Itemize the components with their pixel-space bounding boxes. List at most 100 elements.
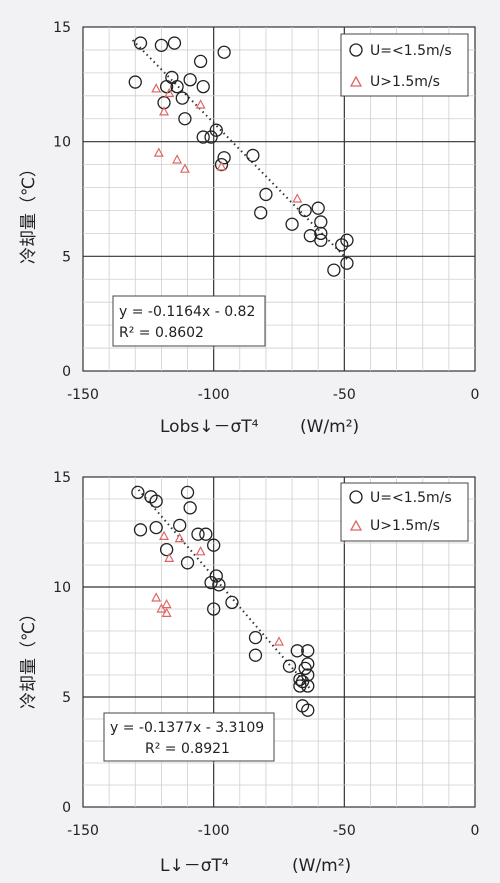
data-point-triangle <box>274 636 284 646</box>
data-point-circle <box>167 36 182 50</box>
data-point-triangle <box>174 532 185 543</box>
legend: U=<1.5m/s U>1.5m/s <box>340 482 469 542</box>
data-point-circle <box>170 79 184 94</box>
y-tick-label: 5 <box>62 690 71 706</box>
data-point-circle <box>196 130 210 144</box>
data-point-circle <box>254 206 268 220</box>
equation-text: y = -0.1377x - 3.3109 <box>110 720 264 736</box>
y-tick-labels: 0 5 10 15 <box>53 470 71 816</box>
legend-label-triangle: U>1.5m/s <box>370 74 440 90</box>
legend-triangle-icon <box>349 75 363 87</box>
data-point-circle <box>133 36 148 50</box>
r-squared-text: R² = 0.8921 <box>145 741 230 757</box>
data-point-circle <box>193 54 208 69</box>
data-point-circle <box>178 112 192 126</box>
x-tick-label: -50 <box>333 387 356 403</box>
legend-box <box>340 482 469 542</box>
legend: U=<1.5m/s U>1.5m/s <box>340 33 469 97</box>
data-point-triangle <box>161 598 172 609</box>
equation-text: y = -0.1164x - 0.82 <box>119 304 255 320</box>
data-point-triangle <box>164 552 175 562</box>
data-point-circle <box>214 157 229 172</box>
x-tick-label: -100 <box>198 823 230 839</box>
data-point-circle <box>209 123 223 137</box>
y-tick-label: 15 <box>53 20 71 36</box>
points <box>128 36 354 277</box>
data-point-circle <box>133 523 148 537</box>
data-point-triangle <box>172 154 183 164</box>
y-axis-title: 冷却量（℃） <box>19 160 39 264</box>
data-point-circle <box>157 96 171 110</box>
data-point-triangle <box>151 83 162 93</box>
data-point-triangle <box>195 99 206 109</box>
chart-cooling-vs-l: 0 5 10 15 -150 -100 -50 0 U=<1.5m/s U>1.5m/s y… <box>19 470 479 876</box>
data-point-triangle <box>161 607 172 617</box>
x-axis-title: Lobs↓－σT⁴ <box>160 417 259 437</box>
data-point-triangle <box>159 106 170 116</box>
data-point-circle <box>131 485 145 500</box>
y-tick-label: 0 <box>62 364 71 380</box>
x-axis-unit: (W/m²) <box>300 417 359 437</box>
data-point-circle <box>298 203 312 218</box>
equation-box: y = -0.1377x - 3.3109 R² = 0.8921 <box>103 712 275 762</box>
x-axis-title: L↓－σT⁴ <box>160 856 229 876</box>
x-tick-labels: -150 -100 -50 0 <box>67 387 479 403</box>
data-point-circle <box>159 542 174 557</box>
r-squared-text: R² = 0.8602 <box>119 325 204 341</box>
equation-box-frame <box>103 712 275 762</box>
data-point-circle <box>301 644 315 658</box>
data-point-circle <box>149 494 163 508</box>
data-point-circle <box>282 659 297 673</box>
equation-box: y = -0.1164x - 0.82 R² = 0.8602 <box>112 295 266 347</box>
data-point-circle <box>196 79 210 94</box>
data-point-circle <box>183 501 197 515</box>
data-point-circle <box>154 38 169 52</box>
y-tick-label: 10 <box>53 135 71 151</box>
data-point-circle <box>149 520 163 535</box>
data-point-circle <box>285 217 299 231</box>
data-point-circle <box>248 630 263 645</box>
x-tick-label: 0 <box>471 387 480 403</box>
chart-cooling-vs-lobs: 0 5 10 15 -150 -100 -50 0 U=<1.5m/s U>1.5m/s y… <box>19 20 479 437</box>
data-point-circle <box>199 527 213 541</box>
data-point-circle <box>301 668 315 682</box>
data-point-circle <box>259 187 273 202</box>
data-point-circle <box>293 672 307 687</box>
y-axis-title: 冷却量（℃） <box>19 605 39 709</box>
grid <box>83 477 475 807</box>
x-tick-label: -100 <box>198 387 230 403</box>
legend-triangle-icon <box>349 519 363 531</box>
points <box>131 485 315 717</box>
data-point-triangle <box>195 546 206 556</box>
data-point-circle <box>209 569 223 583</box>
data-point-circle <box>207 538 221 552</box>
data-point-circle <box>175 91 189 105</box>
data-point-circle <box>248 648 263 662</box>
data-point-circle <box>225 595 239 610</box>
data-point-circle <box>173 518 187 533</box>
data-point-circle <box>340 256 354 270</box>
x-tick-label: -50 <box>333 823 356 839</box>
trendline <box>131 39 351 263</box>
data-point-circle <box>314 233 328 247</box>
x-tick-label: -150 <box>67 387 99 403</box>
data-point-triangle <box>159 530 170 540</box>
x-tick-labels: -150 -100 -50 0 <box>67 823 479 839</box>
data-point-triangle <box>179 163 190 173</box>
data-point-circle <box>183 73 197 87</box>
x-tick-label: 0 <box>471 823 480 839</box>
equation-box-frame <box>112 295 266 347</box>
data-point-circle <box>128 75 142 89</box>
data-point-triangle <box>156 603 167 613</box>
legend-label-circle: U=<1.5m/s <box>370 43 452 59</box>
data-point-triangle <box>292 193 303 203</box>
data-point-circle <box>340 233 354 247</box>
legend-circle-icon <box>349 490 363 504</box>
legend-label-triangle: U>1.5m/s <box>370 518 440 534</box>
data-point-circle <box>207 602 221 616</box>
data-point-circle <box>314 226 328 241</box>
data-point-circle <box>301 703 315 717</box>
data-point-circle <box>212 578 226 592</box>
data-point-circle <box>217 45 231 59</box>
legend-circle-icon <box>349 43 363 57</box>
